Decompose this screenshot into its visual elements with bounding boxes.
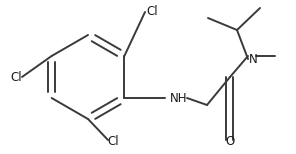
Text: Cl: Cl: [107, 135, 119, 148]
Text: Cl: Cl: [10, 71, 22, 83]
Text: NH: NH: [170, 91, 187, 105]
Text: O: O: [225, 135, 235, 148]
Text: N: N: [249, 53, 258, 66]
Text: Cl: Cl: [146, 5, 158, 18]
